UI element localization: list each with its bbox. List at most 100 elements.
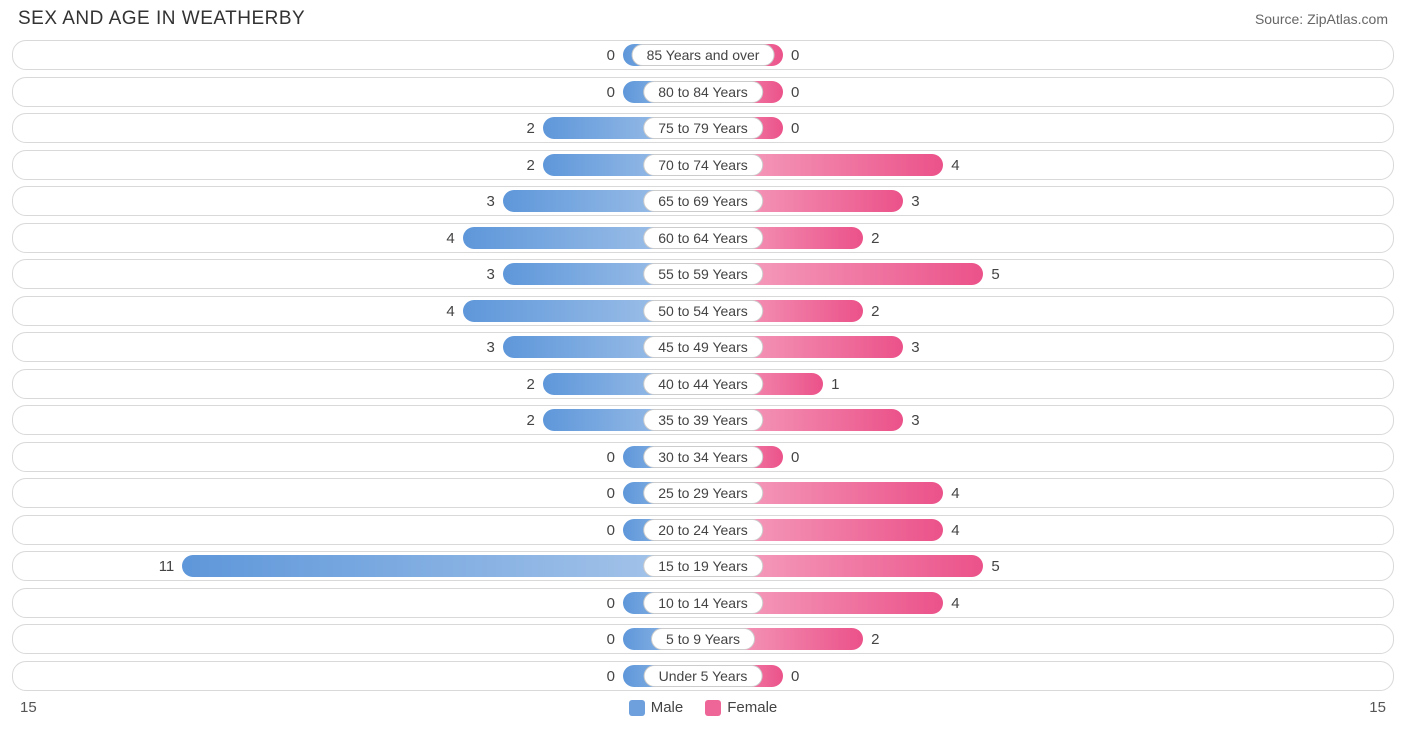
female-value: 3 [911, 333, 919, 363]
age-category-label: Under 5 Years [644, 665, 763, 687]
female-half: 5 [703, 552, 1393, 580]
age-category-label: 50 to 54 Years [643, 300, 763, 322]
female-value: 3 [911, 406, 919, 436]
legend-swatch-male [629, 700, 645, 716]
age-category-label: 75 to 79 Years [643, 117, 763, 139]
male-half: 0 [13, 479, 703, 507]
legend-item-female: Female [705, 699, 777, 716]
source-attribution: Source: ZipAtlas.com [1255, 11, 1388, 27]
pyramid-row: 0085 Years and over [12, 40, 1394, 70]
male-value: 0 [607, 78, 615, 108]
chart-header: SEX AND AGE IN WEATHERBY Source: ZipAtla… [12, 8, 1394, 30]
male-value: 0 [607, 516, 615, 546]
male-half: 4 [13, 297, 703, 325]
age-category-label: 25 to 29 Years [643, 482, 763, 504]
male-half: 0 [13, 443, 703, 471]
female-value: 5 [991, 552, 999, 582]
pyramid-row: 0030 to 34 Years [12, 442, 1394, 472]
age-category-label: 85 Years and over [632, 44, 775, 66]
pyramid-row: 2 140 to 44 Years [12, 369, 1394, 399]
pyramid-row: 0 420 to 24 Years [12, 515, 1394, 545]
female-half: 0 [703, 114, 1393, 142]
male-value: 0 [607, 479, 615, 509]
male-value: 0 [607, 589, 615, 619]
male-value: 11 [159, 552, 175, 582]
pyramid-row: 11 5 15 to 19 Years [12, 551, 1394, 581]
pyramid-row: 0410 to 14 Years [12, 588, 1394, 618]
male-value: 2 [527, 151, 535, 181]
male-half: 3 [13, 260, 703, 288]
legend-label-male: Male [651, 699, 684, 716]
male-half: 2 [13, 151, 703, 179]
male-value: 2 [527, 406, 535, 436]
age-category-label: 5 to 9 Years [651, 628, 755, 650]
female-half: 5 [703, 260, 1393, 288]
pyramid-row: 025 to 9 Years [12, 624, 1394, 654]
female-value: 2 [871, 224, 879, 254]
female-value: 2 [871, 625, 879, 655]
pyramid-row: 2470 to 74 Years [12, 150, 1394, 180]
female-value: 2 [871, 297, 879, 327]
female-value: 0 [791, 662, 799, 692]
female-half: 1 [703, 370, 1393, 398]
male-value: 2 [527, 370, 535, 400]
female-half: 4 [703, 516, 1393, 544]
male-half: 3 [13, 333, 703, 361]
male-half: 2 [13, 406, 703, 434]
male-half: 0 [13, 78, 703, 106]
legend-item-male: Male [629, 699, 684, 716]
source-prefix: Source: [1255, 11, 1307, 27]
pyramid-row: 2 0 75 to 79 Years [12, 113, 1394, 143]
male-half: 0 [13, 41, 703, 69]
age-category-label: 15 to 19 Years [643, 555, 763, 577]
pyramid-row: 00Under 5 Years [12, 661, 1394, 691]
pyramid-row: 0 4 25 to 29 Years [12, 478, 1394, 508]
male-value: 0 [607, 41, 615, 71]
axis-max-right: 15 [1369, 699, 1386, 716]
female-half: 2 [703, 224, 1393, 252]
male-value: 2 [527, 114, 535, 144]
age-category-label: 10 to 14 Years [643, 592, 763, 614]
chart-footer: 15 Male Female 15 [12, 697, 1394, 722]
female-half: 3 [703, 333, 1393, 361]
legend-label-female: Female [727, 699, 777, 716]
male-half: 11 [13, 552, 703, 580]
female-value: 0 [791, 114, 799, 144]
female-value: 5 [991, 260, 999, 290]
age-category-label: 65 to 69 Years [643, 190, 763, 212]
male-value: 3 [486, 333, 494, 363]
age-category-label: 80 to 84 Years [643, 81, 763, 103]
male-value: 4 [446, 297, 454, 327]
pyramid-row: 4 2 50 to 54 Years [12, 296, 1394, 326]
chart-title: SEX AND AGE IN WEATHERBY [18, 8, 305, 30]
pyramid-row: 0080 to 84 Years [12, 77, 1394, 107]
female-half: 3 [703, 187, 1393, 215]
male-value: 3 [486, 260, 494, 290]
age-category-label: 55 to 59 Years [643, 263, 763, 285]
age-category-label: 45 to 49 Years [643, 336, 763, 358]
source-link[interactable]: ZipAtlas.com [1307, 11, 1388, 27]
pyramid-row: 4260 to 64 Years [12, 223, 1394, 253]
female-value: 4 [951, 151, 959, 181]
pyramid-row: 2 3 35 to 39 Years [12, 405, 1394, 435]
age-category-label: 20 to 24 Years [643, 519, 763, 541]
age-category-label: 40 to 44 Years [643, 373, 763, 395]
female-value: 0 [791, 443, 799, 473]
pyramid-row: 3365 to 69 Years [12, 186, 1394, 216]
male-value: 4 [446, 224, 454, 254]
female-half: 4 [703, 479, 1393, 507]
female-half: 0 [703, 662, 1393, 690]
male-bar [182, 555, 703, 577]
female-half: 2 [703, 297, 1393, 325]
female-value: 3 [911, 187, 919, 217]
male-half: 0 [13, 589, 703, 617]
male-value: 0 [607, 443, 615, 473]
pyramid-row: 3 5 55 to 59 Years [12, 259, 1394, 289]
male-half: 0 [13, 516, 703, 544]
female-half: 0 [703, 41, 1393, 69]
female-value: 4 [951, 479, 959, 509]
legend-swatch-female [705, 700, 721, 716]
female-half: 0 [703, 443, 1393, 471]
age-category-label: 35 to 39 Years [643, 409, 763, 431]
pyramid-row: 3 3 45 to 49 Years [12, 332, 1394, 362]
